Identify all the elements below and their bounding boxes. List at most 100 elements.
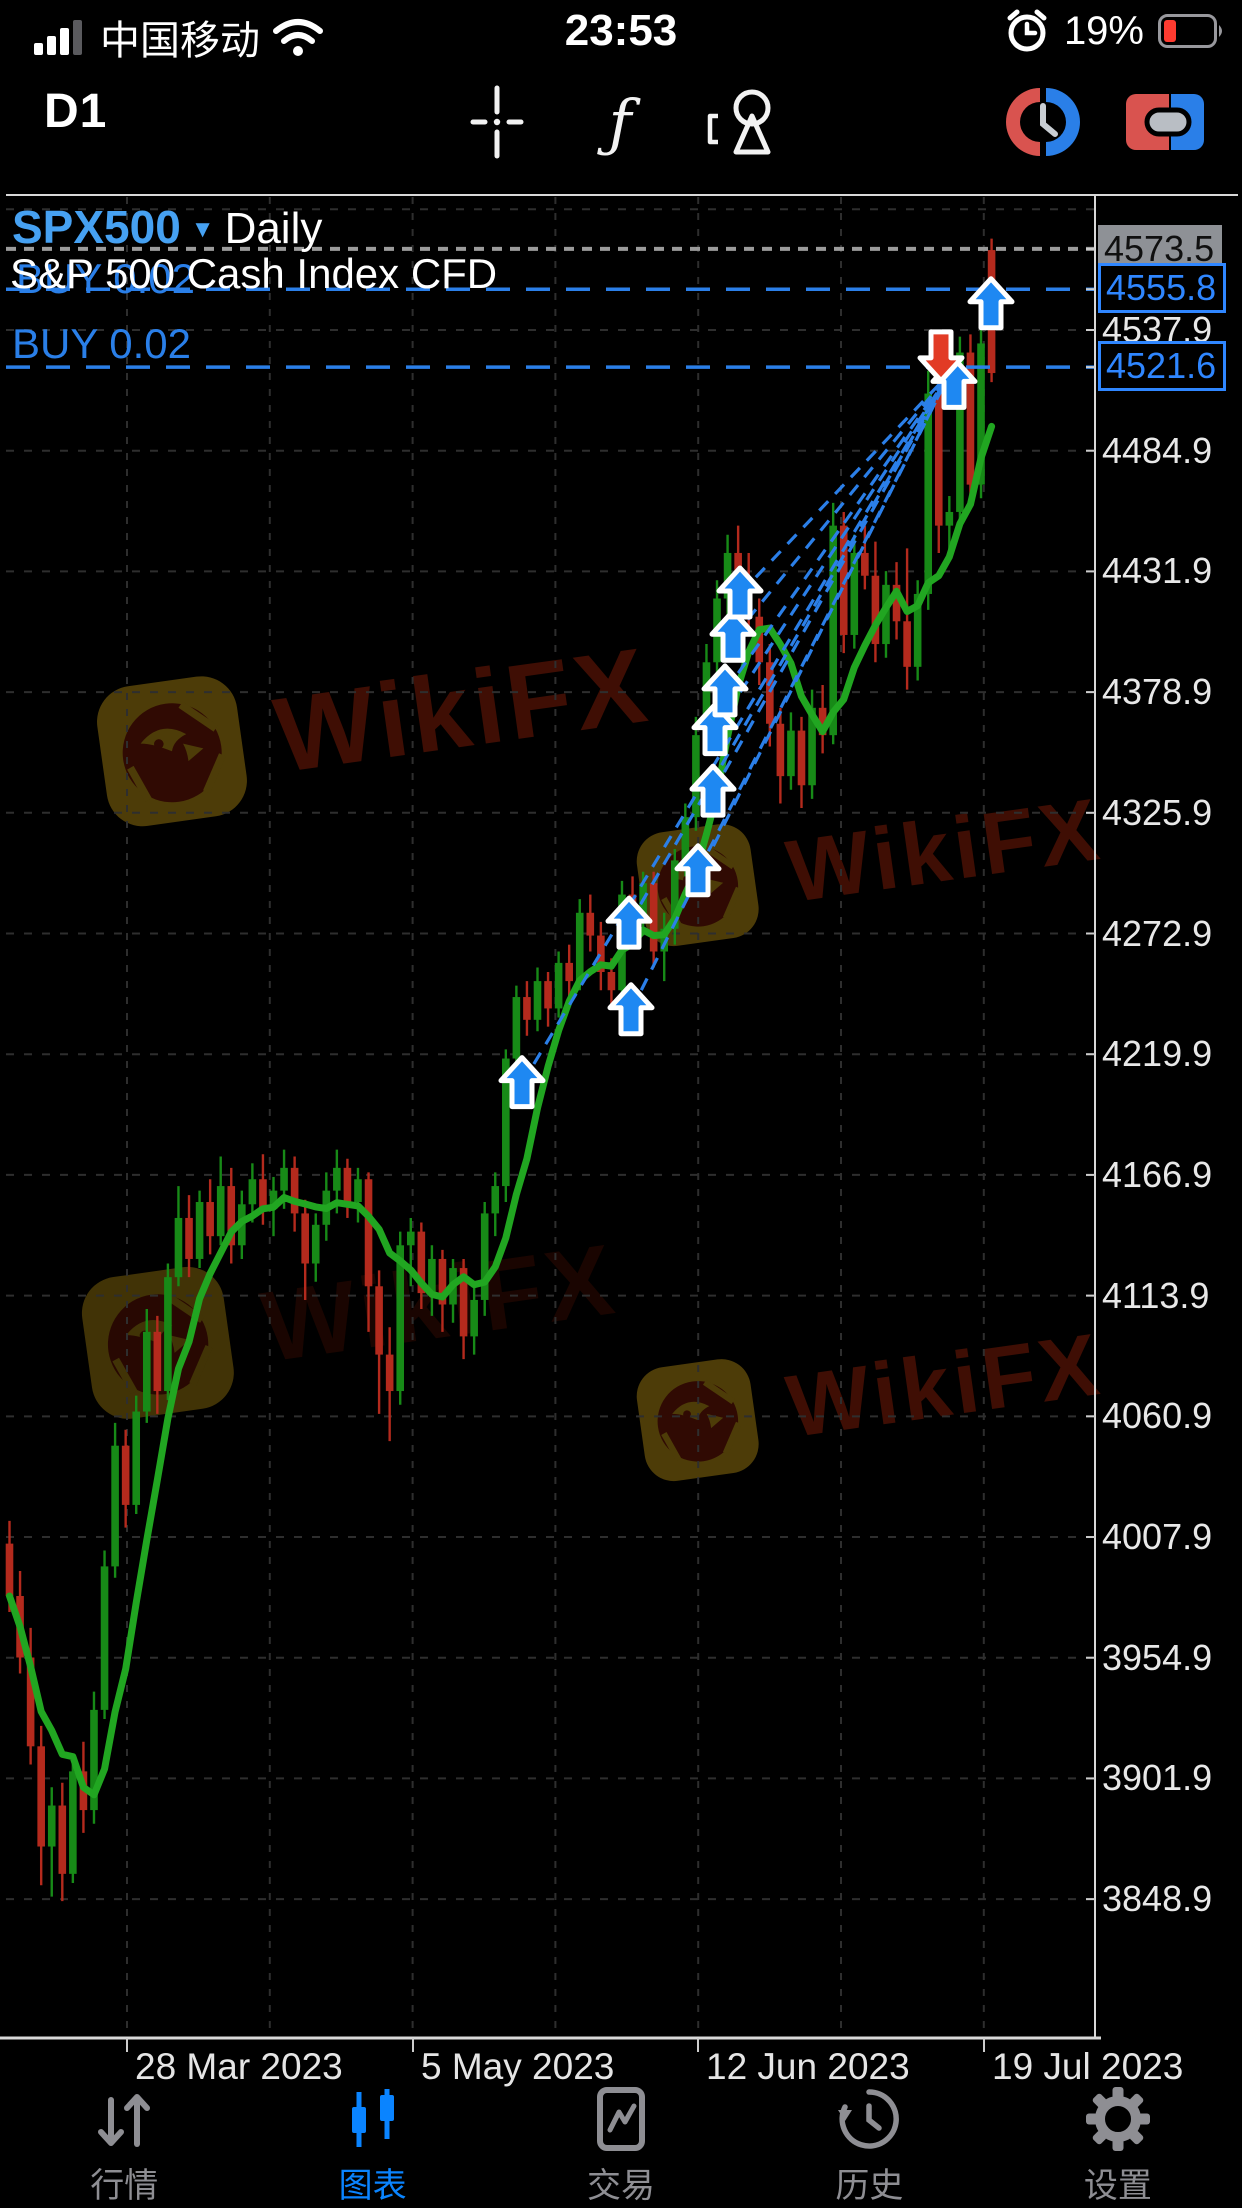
symbol-description: S&P 500 Cash Index CFD: [10, 250, 498, 297]
order-price-label: 4555.8: [1098, 263, 1227, 314]
cellular-signal-icon: [34, 20, 82, 55]
indicator-function-icon[interactable]: ƒ: [608, 85, 632, 159]
trade-screen-icon: [597, 2087, 646, 2151]
nav-quotes-label: 行情: [90, 2167, 159, 2205]
candle: [174, 1186, 183, 1287]
price-axis-label: 4484.9: [1102, 429, 1213, 471]
position-label-behind: BUY 0.02: [16, 255, 196, 302]
trend-fan-line: [713, 372, 952, 732]
candle: [554, 951, 563, 1018]
trend-fan-line: [738, 371, 952, 596]
candle: [195, 1190, 204, 1269]
nav-trade[interactable]: 交易: [497, 2086, 745, 2208]
candle: [37, 1725, 45, 1886]
buy-arrow: [709, 608, 757, 663]
timeframe-button[interactable]: D1: [44, 85, 108, 138]
nav-trade-label: 交易: [587, 2167, 656, 2205]
candle: [934, 375, 943, 553]
candle: [301, 1199, 309, 1300]
buy-arrow: [674, 843, 722, 898]
wikifx-eagle-logo: [636, 1359, 759, 1482]
symbol-dropdown-icon[interactable]: ▼: [190, 216, 215, 243]
one-click-trading-icon[interactable]: [1120, 74, 1216, 170]
price-axis-label: 4378.9: [1102, 671, 1213, 713]
battery-icon: [1158, 14, 1222, 48]
wifi-icon: [273, 19, 323, 56]
candle: [227, 1167, 236, 1264]
candle: [417, 1222, 426, 1310]
price-axis-label: 4219.9: [1102, 1033, 1213, 1075]
date-axis-label: 19 Jul 2023: [992, 2046, 1184, 2087]
objects-icon[interactable]: [700, 74, 796, 170]
candle: [966, 334, 975, 503]
candle: [69, 1755, 77, 1883]
trend-fan-line: [731, 372, 952, 639]
candles-layer: [5, 238, 996, 1902]
candle: [259, 1154, 267, 1225]
candle: [111, 1422, 119, 1578]
price-axis-label: 4113.9: [1102, 1274, 1210, 1316]
candle: [544, 971, 552, 1027]
candle: [47, 1787, 56, 1897]
candle: [903, 548, 911, 690]
trading-sessions-clock-icon[interactable]: [995, 74, 1091, 170]
symbol-label[interactable]: SPX500: [12, 201, 181, 253]
price-axis-label: 3954.9: [1102, 1636, 1213, 1678]
candle: [533, 967, 542, 1032]
candle: [153, 1315, 162, 1414]
price-axis-label: 3848.9: [1102, 1878, 1213, 1920]
nav-quotes[interactable]: 行情: [0, 2086, 248, 2208]
price-axis-label: 4007.9: [1102, 1516, 1213, 1558]
buy-arrow: [967, 276, 1015, 331]
status-bar: 中国移动 23:53 19%: [0, 0, 1242, 63]
candle: [776, 707, 785, 804]
buy-arrow: [701, 663, 749, 718]
nav-history[interactable]: 历史: [745, 2086, 993, 2208]
candle: [438, 1249, 447, 1332]
candle: [787, 712, 795, 790]
date-axis-label: 28 Mar 2023: [135, 2046, 343, 2087]
candle: [364, 1172, 373, 1332]
wikifx-watermark: WikiFX: [629, 1303, 1110, 1489]
candle: [597, 921, 605, 991]
settings-gear-icon: [1085, 2087, 1150, 2151]
candle: [480, 1202, 489, 1316]
trend-fan-line: [696, 372, 952, 873]
candle: [892, 562, 901, 640]
nav-settings[interactable]: 设置: [994, 2086, 1242, 2208]
crosshair-icon[interactable]: [449, 74, 545, 170]
carrier-label: 中国移动: [100, 19, 260, 63]
status-time: 23:53: [564, 6, 678, 55]
candle: [385, 1327, 394, 1442]
nav-history-label: 历史: [835, 2167, 904, 2205]
quotes-arrows-icon: [98, 2094, 151, 2147]
candle: [428, 1245, 436, 1316]
buy-arrow: [716, 565, 764, 620]
price-axis-label: 4166.9: [1102, 1153, 1213, 1195]
candle: [861, 525, 869, 590]
candle: [871, 541, 880, 663]
price-axis-label: 4325.9: [1102, 791, 1213, 833]
candle: [565, 944, 573, 1000]
charts-candles-icon: [351, 2089, 394, 2147]
alarm-clock-icon: [1007, 9, 1047, 52]
candle: [290, 1156, 299, 1232]
candle: [818, 685, 827, 754]
candle: [100, 1550, 109, 1719]
nav-charts[interactable]: 图表: [248, 2086, 496, 2208]
candle: [512, 985, 521, 1066]
buy-arrow: [605, 895, 653, 950]
chart-symbol-header[interactable]: SPX500 ▼ Daily: [12, 200, 322, 254]
chart-toolbar: D1 ƒ: [0, 56, 1242, 186]
candle: [882, 571, 890, 658]
candle: [354, 1167, 362, 1223]
candle: [470, 1286, 478, 1355]
candle: [755, 598, 764, 686]
candle: [142, 1309, 151, 1423]
candle: [121, 1429, 130, 1528]
bottom-navigation: 行情 图表 交易 历史: [0, 2086, 1242, 2208]
candle: [797, 716, 806, 809]
price-axis-label: 4060.9: [1102, 1395, 1213, 1437]
nav-charts-label: 图表: [338, 2167, 407, 2205]
